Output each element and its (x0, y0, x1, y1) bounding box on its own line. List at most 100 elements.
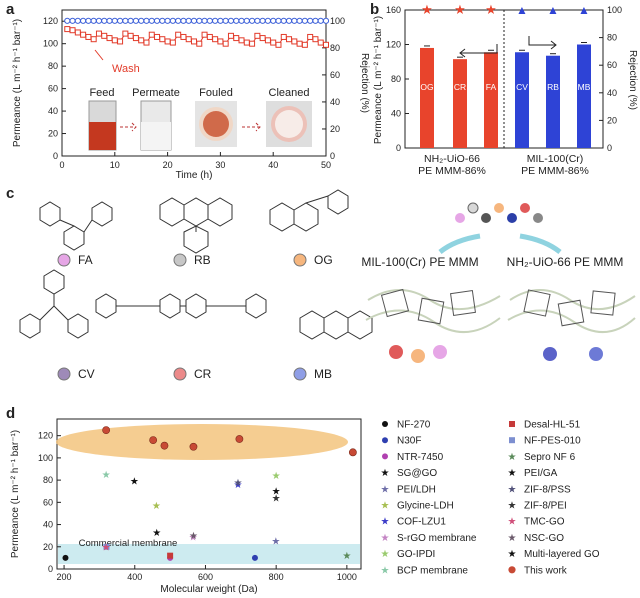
group1-label: NH₂-UiO-66 (424, 153, 480, 165)
permeance-point (122, 30, 129, 37)
rejection-triangle: ▲ (516, 3, 528, 17)
b-ytick-label: 120 (386, 40, 401, 50)
legend-marker: ★ (508, 468, 517, 479)
permeance-point (212, 36, 219, 43)
panel-b-ylabel-left: Permeance (L m⁻² h⁻¹ bar⁻¹) (373, 16, 384, 144)
rejection-point (106, 17, 113, 24)
d-point-this-work (102, 426, 111, 435)
panel-a-ylabel-right: Rejection (%) (359, 53, 370, 113)
photo-cleaned: Cleaned (266, 87, 312, 147)
permeance-point (159, 36, 166, 43)
photo-feed-label: Feed (89, 87, 114, 99)
dye-cr-label: CR (194, 367, 212, 381)
dye-cv-ball (57, 367, 71, 381)
photo-cleaned-label: Cleaned (269, 87, 310, 99)
wash-pointer (94, 49, 104, 61)
permeance-point (175, 31, 182, 38)
permeance-point (101, 32, 108, 39)
dye-rb-label: RB (194, 253, 211, 267)
d-point-this-work (189, 442, 198, 451)
permeance-point (69, 27, 76, 34)
panel-b-chart: 0 40 80 120 160 0 20 40 60 80 100 Permeance (L m⁻²… (373, 2, 638, 177)
rejection-star: ★ (421, 2, 433, 17)
rejection-point (153, 17, 161, 24)
legend-label: SG@GO (397, 468, 437, 479)
d-xtick-label: 600 (198, 572, 213, 582)
legend-marker (382, 437, 388, 444)
panel-a-label: a (6, 1, 15, 18)
rejection-point (132, 17, 140, 24)
permeance-bar (515, 52, 529, 149)
photo-fouled-label: Fouled (199, 87, 233, 99)
structure-mb (299, 310, 373, 340)
panel-d-legend: NF-270 N30F NTR-7450 ★ SG@GO ★ PEI/LDH ★ Glycine… (381, 420, 600, 577)
legend-label: Glycine-LDH (397, 501, 454, 512)
b-ytick-label: 0 (396, 143, 401, 153)
rejection-point (296, 17, 303, 24)
permeance-point (254, 32, 261, 39)
dye-cv-label: CV (78, 367, 95, 381)
rejection-point (101, 17, 108, 24)
legend-label: NTR-7450 (397, 452, 444, 463)
d-point (62, 554, 69, 561)
rejection-triangle: ▲ (578, 3, 590, 17)
d-point-star: ★ (102, 542, 111, 553)
panel-d-ylabel: Permeance (L m⁻² h⁻¹ bar⁻¹) (10, 430, 21, 558)
rejection-point (254, 17, 261, 24)
d-point-star: ★ (272, 493, 281, 504)
rejection-point (90, 17, 97, 24)
permeance-point (312, 36, 319, 43)
permeance-point (323, 41, 329, 48)
rejection-point (164, 17, 171, 24)
dye-legend: FA RB OG CV CR MB (57, 253, 333, 381)
legend-marker: ★ (508, 517, 517, 528)
d-xtick-label: 1000 (337, 572, 357, 582)
rejection-point (111, 17, 118, 24)
dye-og-label: OG (314, 253, 333, 267)
b-y2tick-label: 60 (607, 60, 617, 70)
panel-d-chart: Commercial membrane 200 400 600 800 1000 0 20 4… (10, 418, 362, 595)
a-ytick-label: 0 (53, 151, 58, 161)
permeance-point (296, 40, 303, 47)
legend-marker (382, 421, 388, 427)
dye-mixture (455, 202, 543, 223)
legend-label: BCP membrane (397, 565, 468, 576)
d-xtick-label: 200 (57, 572, 72, 582)
rejection-point (175, 17, 182, 24)
d-point-this-work (149, 436, 158, 445)
legend-label: Sepro NF 6 (524, 452, 576, 463)
a-ytick-label: 20 (48, 129, 58, 139)
legend-label: Multi-layered GO (524, 549, 600, 560)
permeance-point (143, 39, 150, 46)
legend-label: ZIF-8/PEI (524, 501, 567, 512)
dye-mb-label: MB (314, 367, 332, 381)
rejection-point (312, 17, 319, 24)
structure-rb (159, 197, 233, 254)
rejection-point (185, 17, 192, 24)
legend-label: ZIF-8/PSS (524, 484, 571, 495)
permeance-point (275, 41, 282, 48)
legend-marker: ★ (381, 517, 390, 528)
separation-schematic: MIL-100(Cr) PE MMM NH₂-UiO-66 PE MMM (361, 202, 636, 363)
d-ytick-label: 120 (38, 431, 53, 441)
d-xtick-label: 800 (269, 572, 284, 582)
d-point (251, 554, 258, 561)
rejection-point (222, 17, 229, 24)
rejection-point (317, 17, 324, 24)
rejection-point (206, 17, 213, 24)
d-point-star: ★ (272, 471, 281, 482)
permeance-point (238, 37, 245, 44)
permeance-bar (420, 47, 434, 149)
d-point-this-work (348, 448, 357, 457)
rejection-point (196, 17, 203, 24)
permeance-point (291, 38, 298, 45)
d-point-star: ★ (102, 470, 111, 481)
mmm-left (365, 288, 501, 363)
a-y2tick-label: 80 (330, 43, 340, 53)
legend-marker (509, 437, 515, 444)
permeance-bar (453, 59, 467, 148)
d-ytick-label: 20 (43, 542, 53, 552)
panel-d-label: d (6, 405, 15, 422)
legend-label: This work (524, 565, 568, 576)
